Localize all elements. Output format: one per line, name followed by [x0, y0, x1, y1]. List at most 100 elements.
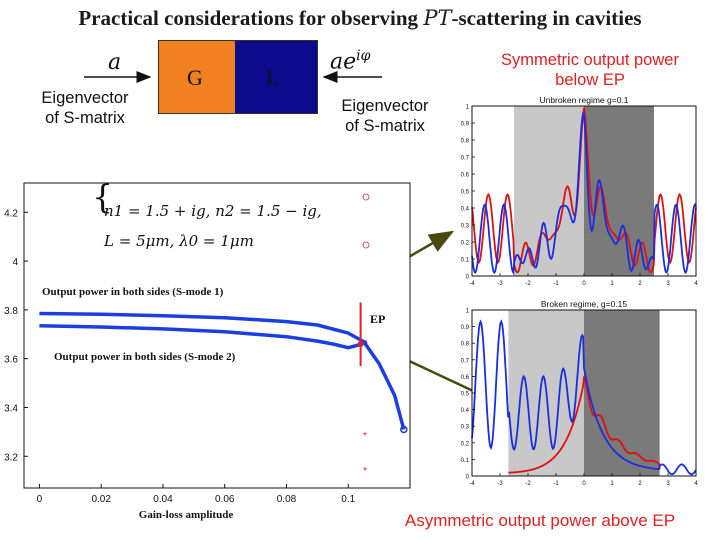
- right-eigen-line1: Eigenvector: [341, 97, 429, 115]
- ep-label: EP: [370, 312, 385, 326]
- inset-y-tick-label: 0.1: [461, 258, 470, 264]
- inset-y-tick-label: 1: [466, 309, 470, 315]
- x-tick-label: 0.08: [277, 494, 297, 505]
- inset-x-tick-label: -2: [525, 281, 531, 287]
- inset-y-tick-label: 0: [466, 475, 470, 481]
- inset-title: Broken regime, g=0.15: [541, 299, 628, 309]
- inset-unbroken: Unbroken regime g=0.1 0 0.1 0.2 0.3 0.4 0.5 0.6…: [461, 95, 699, 287]
- inset-red-curve: [471, 107, 697, 274]
- inset-y-tick-label: 1: [466, 105, 470, 111]
- main-plot: 3.2 3.4 3.6 3.8 4 4.2 0 0.02 0.04 0.06 0.08 0.1 * …: [4, 177, 411, 521]
- inset-x-tick-label: 1: [610, 481, 614, 487]
- inset-y-tick-label: 0.6: [461, 375, 470, 381]
- inset-x-tick-label: 4: [694, 481, 698, 487]
- red-markers: * *: [362, 193, 370, 477]
- series-end-marker: [400, 425, 408, 434]
- inset-x-tick-label: 3: [666, 281, 670, 287]
- y-tick-label: 3.8: [4, 306, 18, 317]
- inset-y-tick-label: 0.9: [461, 122, 470, 128]
- right-amp-phase: iφ: [356, 48, 371, 64]
- y-tick-label: 4.2: [4, 208, 18, 219]
- gain-label: G: [187, 65, 203, 90]
- title-prefix: Practical considerations for observing: [78, 6, 424, 30]
- inset-y-tick-label: 0.7: [461, 156, 470, 162]
- inset-x-tick-label: -4: [469, 481, 475, 487]
- inset-y-tick-label: 0: [466, 275, 470, 281]
- inset-blue-curve: [471, 112, 697, 276]
- inset-y-tick-label: 0.8: [461, 342, 470, 348]
- right-eigen-line2: of S-matrix: [345, 117, 425, 135]
- red-star-marker: *: [363, 431, 367, 442]
- loss-label: L: [266, 65, 280, 90]
- mode1-label: Output power in both sides (S-mode 1): [42, 286, 224, 298]
- loss-region: [235, 41, 317, 113]
- loss-region-shade: [584, 106, 654, 276]
- y-tick-label: 3.6: [4, 355, 18, 366]
- loss-region-shade: [584, 310, 660, 476]
- inset-red-curve: [508, 376, 661, 474]
- left-eigen-line1: Eigenvector: [41, 89, 129, 107]
- symmetric-note-line2: below EP: [555, 71, 625, 89]
- inset-x-tick-label: 0: [582, 281, 586, 287]
- inset-y-tick-label: 0.9: [461, 325, 470, 331]
- red-circle-marker: [362, 241, 370, 249]
- inset-x-tick-label: -3: [497, 281, 503, 287]
- inset-y-tick-label: 0.3: [461, 425, 470, 431]
- ep-point: [357, 341, 364, 348]
- cavity: G L: [158, 40, 318, 114]
- inset-x-tick-label: 4: [694, 281, 698, 287]
- main-xlabel: Gain-loss amplitude: [139, 509, 234, 521]
- right-amplitude: aeiφ: [330, 48, 370, 74]
- inset-y-tick-label: 0.5: [461, 392, 470, 398]
- inset-y-tick-label: 0.3: [461, 224, 470, 230]
- inset-y-tick-label: 0.2: [461, 441, 470, 447]
- inset-x-tick-label: -1: [553, 481, 559, 487]
- inset-title: Unbroken regime g=0.1: [539, 95, 628, 105]
- y-tick-label: 3.2: [4, 452, 18, 463]
- inset-x-tick-label: 1: [610, 281, 614, 287]
- inset-y-tick-label: 0.4: [461, 207, 470, 213]
- y-tick-label: 4: [12, 257, 18, 268]
- inset-blue-curve: [471, 319, 697, 476]
- left-amplitude: a: [108, 50, 122, 75]
- x-tick-label: 0.1: [341, 494, 355, 505]
- inset-x-tick-label: 3: [666, 481, 670, 487]
- left-eigen-label: Eigenvector of S-matrix: [10, 88, 160, 128]
- mode2-label: Output power in both sides (S-mode 2): [54, 351, 236, 363]
- title-pt-symbol: PT: [423, 6, 452, 30]
- x-tick-label: 0.06: [215, 494, 235, 505]
- left-eigen-line2: of S-matrix: [45, 109, 125, 127]
- inset-y-tick-label: 0.8: [461, 139, 470, 145]
- inset-x-tick-label: -3: [497, 481, 503, 487]
- equation-line2: L = 5μm, λ0 = 1μm: [103, 232, 254, 250]
- right-amp-base: ae: [330, 49, 357, 75]
- inset-y-tick-label: 0.5: [461, 190, 470, 196]
- inset-x-tick-label: 2: [638, 481, 642, 487]
- equation-line1: n1 = 1.5 + ig, n2 = 1.5 − ig,: [104, 202, 322, 220]
- main-plot-frame: [23, 182, 411, 489]
- inset-x-tick-label: 0: [582, 481, 586, 487]
- inset-y-tick-label: 0.7: [461, 358, 470, 364]
- series-line-mode2: [39, 323, 368, 350]
- series-line-mode1: [39, 311, 406, 430]
- x-tick-label: 0: [37, 494, 43, 505]
- inset-y-tick-label: 0.2: [461, 241, 470, 247]
- red-circle-marker: [362, 193, 370, 201]
- inset-x-tick-label: 2: [638, 281, 642, 287]
- inset-y-tick-label: 0.4: [461, 408, 470, 414]
- inset-x-tick-label: -1: [553, 281, 559, 287]
- equation-brace: {: [92, 177, 113, 216]
- y-tick-label: 3.4: [4, 403, 18, 414]
- slide-title: Practical considerations for observing P…: [0, 6, 720, 31]
- title-suffix: -scattering in cavities: [451, 6, 642, 30]
- inset-y-tick-label: 0.1: [461, 458, 470, 464]
- red-star-marker: *: [363, 466, 367, 477]
- asymmetric-note: Asymmetric output power above EP: [404, 511, 676, 530]
- inset-x-tick-label: -4: [469, 281, 475, 287]
- symmetric-note: Symmetric output power below EP: [460, 50, 720, 90]
- symmetric-note-line1: Symmetric output power: [501, 51, 679, 69]
- gain-region: [159, 41, 235, 113]
- x-tick-label: 0.04: [153, 494, 173, 505]
- inset-broken: Broken regime, g=0.15 0 0.1 0.2 0.3 0.4 0.5 0.6…: [461, 299, 699, 487]
- x-tick-label: 0.02: [91, 494, 111, 505]
